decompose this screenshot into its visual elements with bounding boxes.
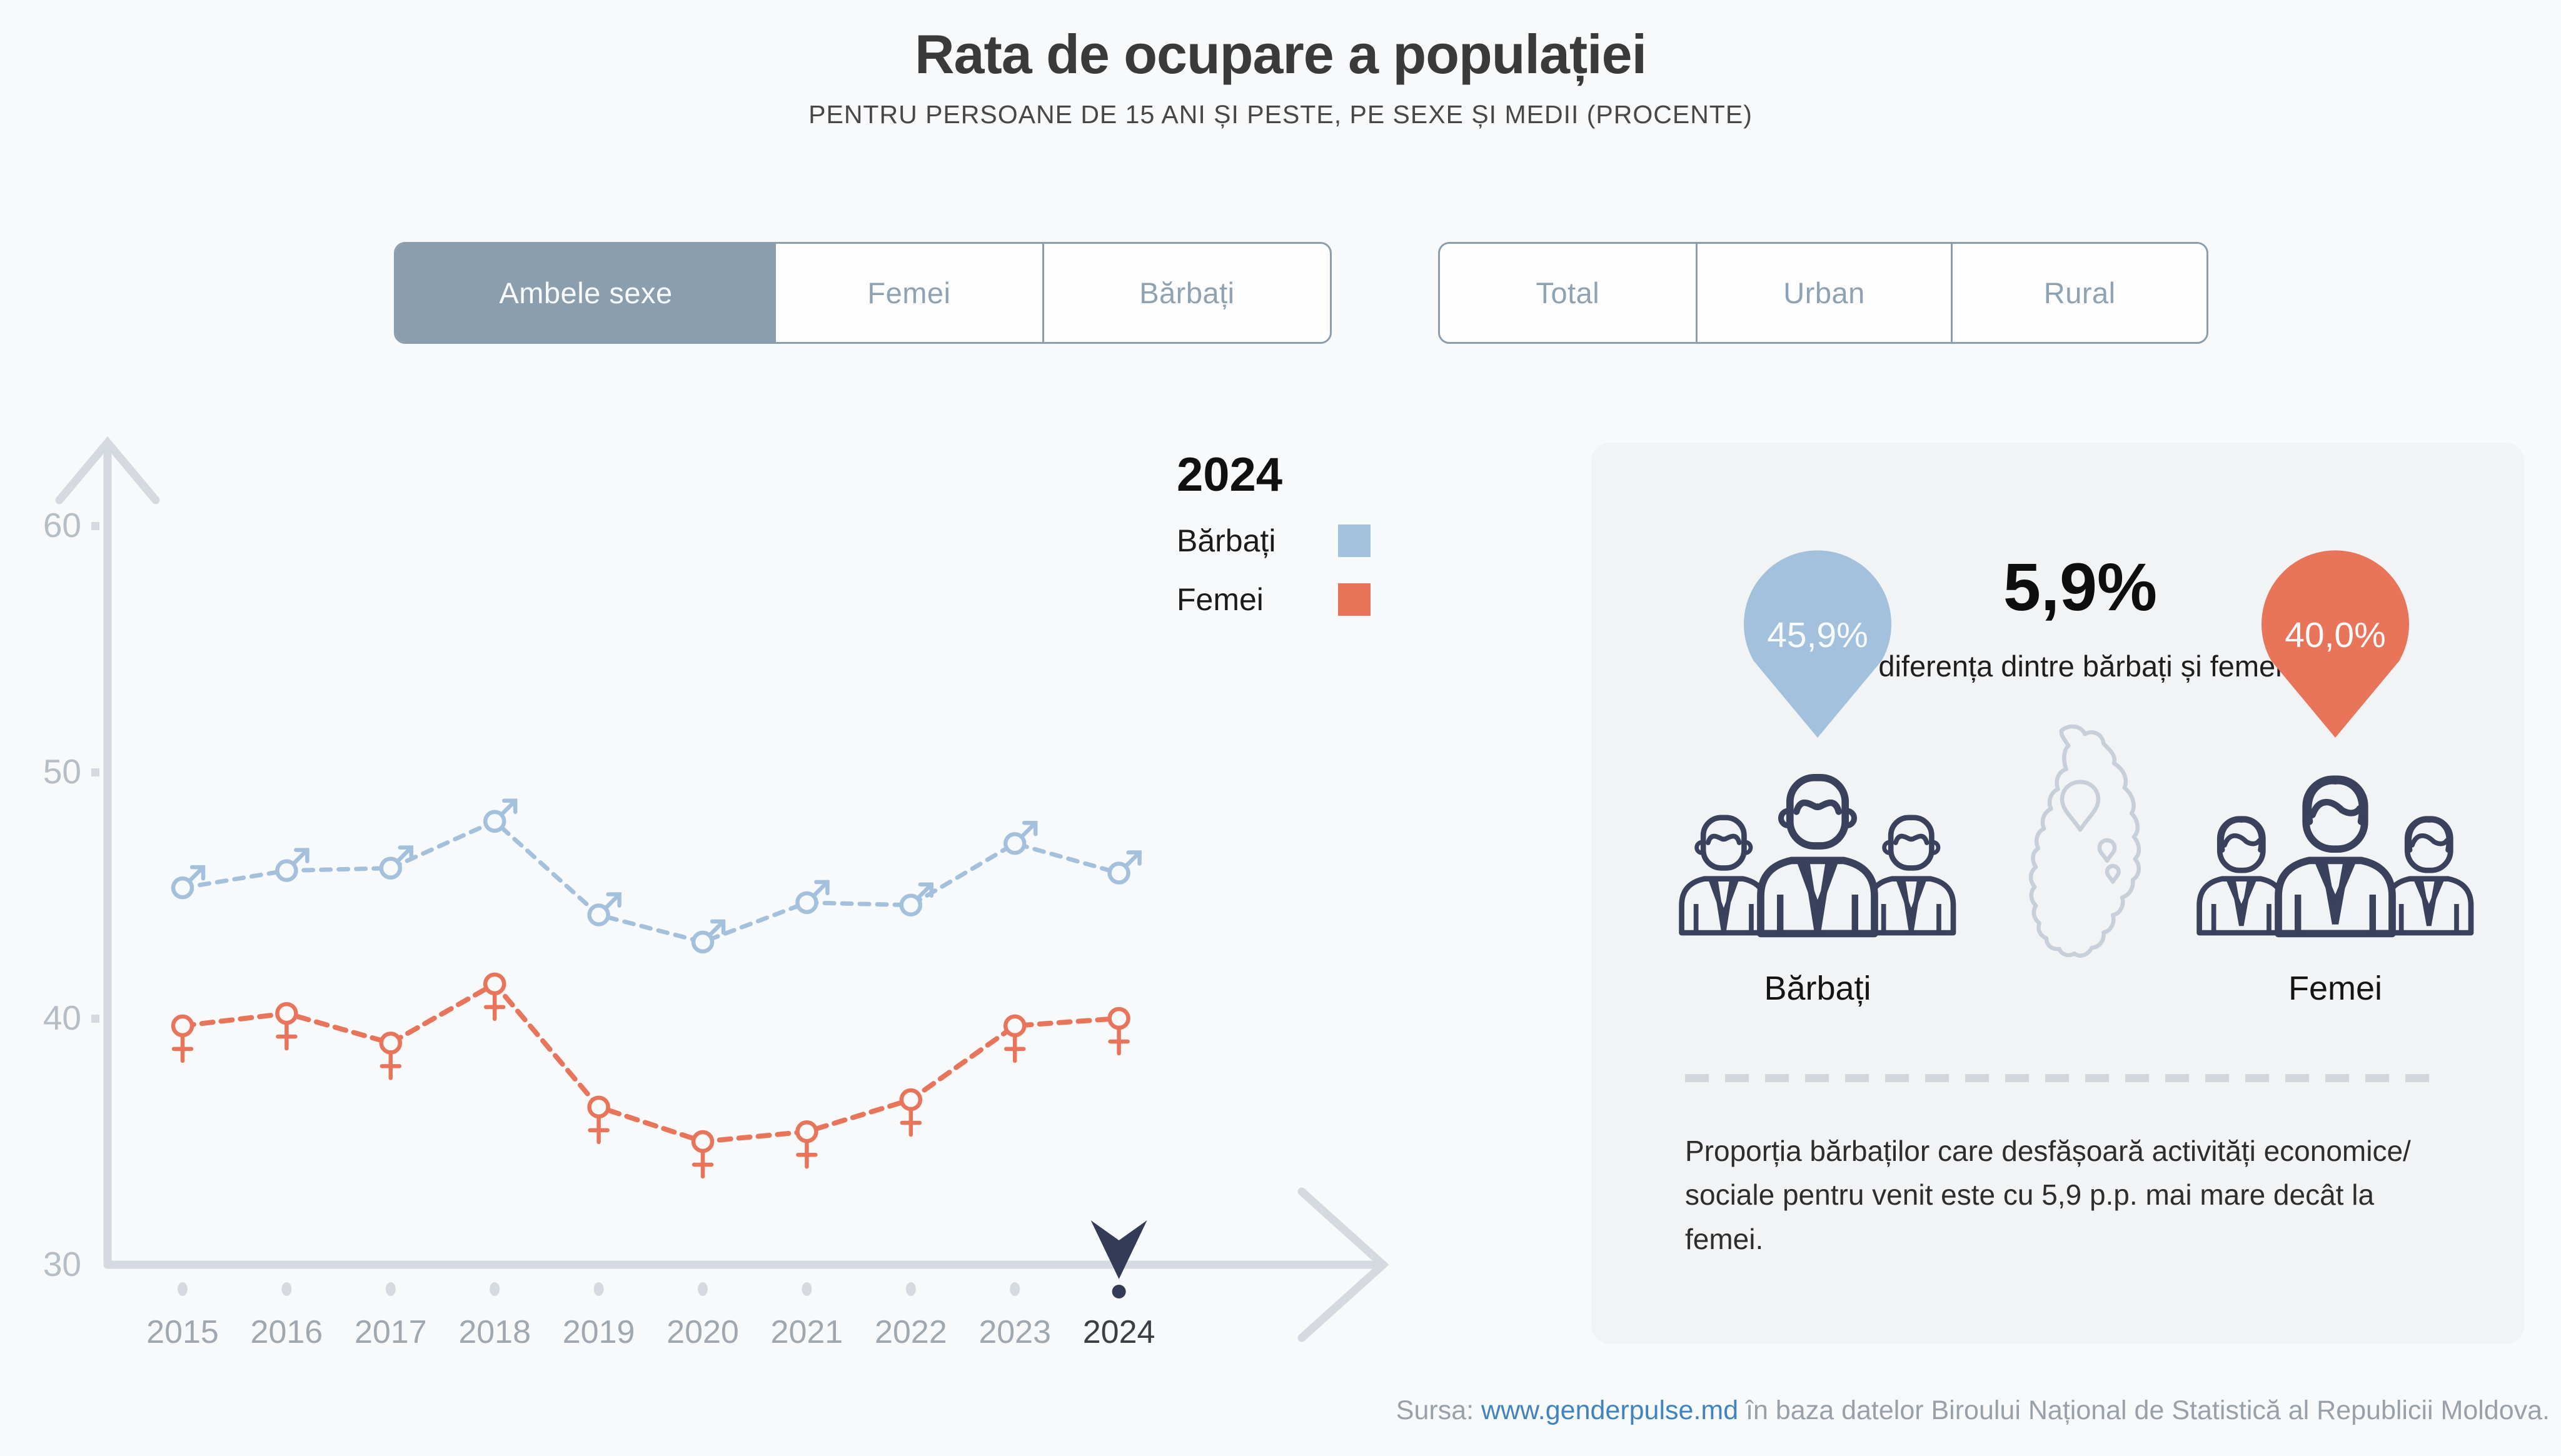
source-line: Sursa: www.genderpulse.md în baza datelo… <box>1396 1395 2550 1426</box>
legend-label-femei: Femei <box>1177 582 1264 617</box>
page-title: Rata de ocupare a populației <box>914 23 1647 85</box>
legend-item-femei: Femei <box>1177 581 1371 618</box>
legend-item-barbati: Bărbați <box>1177 523 1371 559</box>
svg-text:30: 30 <box>43 1245 81 1283</box>
legend-year: 2024 <box>1177 448 1283 501</box>
svg-text:2022: 2022 <box>875 1314 947 1350</box>
women-group-label: Femei <box>2288 970 2383 1007</box>
dashed-divider <box>1685 1074 2435 1082</box>
source-prefix: Sursa: <box>1396 1395 1482 1425</box>
svg-text:2023: 2023 <box>979 1314 1051 1350</box>
men-group-icon <box>1671 768 1965 955</box>
men-group-label: Bărbați <box>1764 970 1871 1007</box>
svg-text:2020: 2020 <box>667 1314 739 1350</box>
diff-value: 5,9% <box>2003 549 2158 625</box>
legend-swatch-orange <box>1338 583 1371 616</box>
tab-ambele-sexe[interactable]: Ambele sexe <box>396 244 777 342</box>
tab-femei[interactable]: Femei <box>867 276 951 309</box>
legend-label-barbati: Bărbați <box>1177 523 1276 558</box>
women-pin-value: 40,0% <box>2285 615 2386 655</box>
tab-total[interactable]: Total <box>1536 276 1600 309</box>
svg-text:2024: 2024 <box>1083 1314 1155 1350</box>
men-pin-value: 45,9% <box>1767 615 1868 655</box>
legend-swatch-blue <box>1338 525 1371 557</box>
summary-note: Proporția bărbaților care desfășoară act… <box>1685 1135 2411 1255</box>
men-value-pin: 45,9% <box>1744 550 1891 738</box>
page-subtitle: PENTRU PERSOANE DE 15 ANI ȘI PESTE, PE S… <box>808 100 1753 129</box>
svg-text:2016: 2016 <box>251 1314 323 1350</box>
employment-rate-line-chart: 30 40 50 60 2015 2016 2017 2018 2019 2020 2021 2022… <box>43 436 1389 1350</box>
diff-caption: diferența dintre bărbați și femei <box>1878 650 2282 683</box>
tab-barbati[interactable]: Bărbați <box>1042 244 1330 342</box>
area-tab-group: Total Urban Rural <box>1438 242 2208 344</box>
summary-panel: 45,9% 5,9% diferența dintre bărbați și f… <box>1591 443 2524 1344</box>
svg-text:40: 40 <box>43 998 81 1037</box>
women-group-icon <box>2188 768 2482 955</box>
svg-text:2021: 2021 <box>771 1314 843 1350</box>
source-link[interactable]: www.genderpulse.md <box>1481 1395 1739 1425</box>
tab-rural[interactable]: Rural <box>1951 244 2206 342</box>
svg-text:2018: 2018 <box>458 1314 531 1350</box>
svg-text:2015: 2015 <box>146 1314 219 1350</box>
svg-text:2019: 2019 <box>563 1314 635 1350</box>
svg-text:50: 50 <box>43 752 81 791</box>
moldova-map-icon <box>2028 724 2141 958</box>
women-value-pin: 40,0% <box>2262 550 2409 738</box>
svg-text:2017: 2017 <box>355 1314 427 1350</box>
tab-urban[interactable]: Urban <box>1695 244 1951 342</box>
svg-text:60: 60 <box>43 506 81 545</box>
source-suffix: în baza datelor Biroului Național de Sta… <box>1738 1395 2550 1425</box>
sex-tab-group: Ambele sexe Femei Bărbați <box>394 242 1332 344</box>
